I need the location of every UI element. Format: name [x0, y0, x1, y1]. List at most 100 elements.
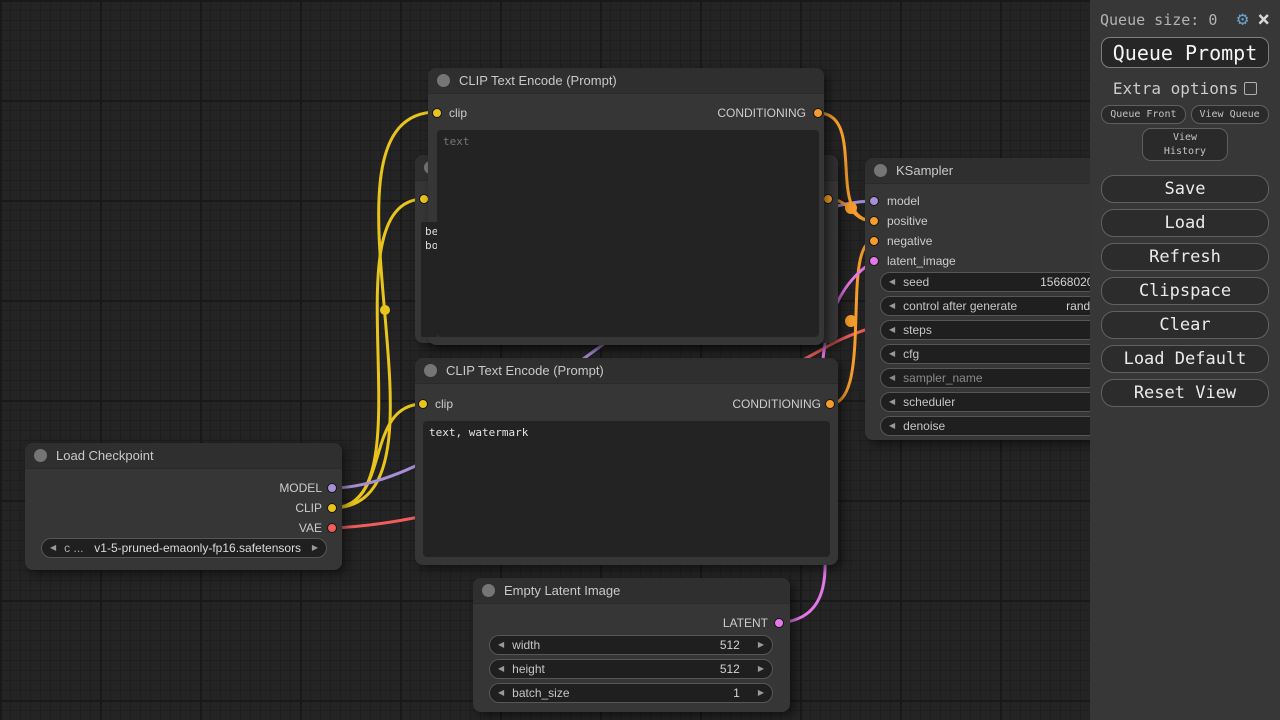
- decrement-arrow-icon[interactable]: ◀: [498, 640, 505, 649]
- batch-size-widget[interactable]: ◀ batch_size 1 ▶: [489, 683, 773, 703]
- latent-output-label: LATENT: [722, 616, 768, 630]
- load-button[interactable]: Load: [1101, 209, 1269, 237]
- node-title-bar[interactable]: CLIP Text Encode (Prompt): [415, 358, 838, 384]
- node-clip-text-encode-negative[interactable]: CLIP Text Encode (Prompt) clip CONDITION…: [415, 358, 838, 565]
- wire-clip-to-negative-prompt: [330, 402, 425, 510]
- close-icon[interactable]: ×: [1257, 7, 1270, 31]
- widget-label: height: [512, 662, 545, 676]
- width-widget[interactable]: ◀ width 512 ▶: [489, 635, 773, 655]
- conditioning-output-port[interactable]: [823, 194, 833, 204]
- node-clip-text-encode-positive[interactable]: CLIP Text Encode (Prompt) clip CONDITION…: [428, 68, 824, 345]
- load-default-button[interactable]: Load Default: [1101, 345, 1269, 373]
- increment-arrow-icon[interactable]: ▶: [757, 664, 764, 673]
- decrement-arrow-icon[interactable]: ◀: [498, 688, 505, 697]
- collapse-dot-icon[interactable]: [874, 164, 887, 177]
- widget-label: cfg: [903, 347, 920, 361]
- decrement-arrow-icon[interactable]: ◀: [889, 349, 896, 358]
- clipspace-button[interactable]: Clipspace: [1101, 277, 1269, 305]
- node-title-bar[interactable]: Load Checkpoint: [25, 443, 342, 469]
- steps-widget[interactable]: ◀ steps: [880, 320, 1130, 340]
- model-output-label: MODEL: [279, 481, 322, 495]
- widget-label: width: [512, 638, 541, 652]
- collapse-dot-icon[interactable]: [437, 74, 450, 87]
- save-button[interactable]: Save: [1101, 175, 1269, 203]
- widget-label: sampler_name: [903, 371, 983, 385]
- decrement-arrow-icon[interactable]: ◀: [889, 373, 896, 382]
- denoise-widget[interactable]: ◀ denoise: [880, 416, 1130, 436]
- hidden-prompt-textarea-sliver[interactable]: be bo: [421, 222, 437, 337]
- vae-output-port[interactable]: [327, 523, 337, 533]
- cfg-widget[interactable]: ◀ cfg: [880, 344, 1130, 364]
- vae-output-label: VAE: [298, 521, 322, 535]
- latent-image-input-label: latent_image: [887, 254, 956, 268]
- prompt-textarea[interactable]: [437, 130, 819, 337]
- conditioning-output-label: CONDITIONING: [732, 397, 821, 411]
- ckpt-name-widget[interactable]: ◀ c ... v1-5-pruned-emaonly-fp16.safeten…: [41, 538, 327, 558]
- queue-prompt-button[interactable]: Queue Prompt: [1101, 37, 1269, 68]
- view-history-button[interactable]: View History: [1142, 128, 1228, 161]
- refresh-button[interactable]: Refresh: [1101, 243, 1269, 271]
- node-title: CLIP Text Encode (Prompt): [446, 363, 604, 378]
- reset-view-button[interactable]: Reset View: [1101, 379, 1269, 407]
- increment-arrow-icon[interactable]: ▶: [757, 640, 764, 649]
- decrement-arrow-icon[interactable]: ◀: [889, 301, 896, 310]
- widget-label: scheduler: [903, 395, 956, 409]
- collapse-dot-icon[interactable]: [482, 584, 495, 597]
- node-load-checkpoint[interactable]: Load Checkpoint MODEL CLIP VAE ◀ c ... v…: [25, 443, 342, 570]
- decrement-arrow-icon[interactable]: ◀: [889, 397, 896, 406]
- model-output-port[interactable]: [327, 483, 337, 493]
- decrement-arrow-icon[interactable]: ◀: [889, 325, 896, 334]
- node-title: KSampler: [896, 163, 954, 178]
- model-input-port[interactable]: [869, 196, 879, 206]
- node-title: Empty Latent Image: [504, 583, 621, 598]
- extra-options-checkbox[interactable]: [1244, 82, 1258, 95]
- clip-output-label: CLIP: [295, 501, 322, 515]
- decrement-arrow-icon[interactable]: ◀: [889, 421, 896, 430]
- next-arrow-icon[interactable]: ▶: [311, 543, 318, 552]
- clip-output-port[interactable]: [327, 503, 337, 513]
- widget-label: denoise: [903, 419, 946, 433]
- increment-arrow-icon[interactable]: ▶: [757, 688, 764, 697]
- clip-input-port[interactable]: [432, 108, 442, 118]
- widget-value[interactable]: 512: [719, 638, 740, 652]
- widget-label: steps: [903, 323, 932, 337]
- conditioning-output-port[interactable]: [813, 108, 823, 118]
- collapse-dot-icon[interactable]: [34, 449, 47, 462]
- positive-input-port[interactable]: [869, 216, 879, 226]
- decrement-arrow-icon[interactable]: ◀: [889, 277, 896, 286]
- positive-input-label: positive: [887, 214, 928, 228]
- widget-label: seed: [903, 275, 930, 289]
- scheduler-widget[interactable]: ◀ scheduler: [880, 392, 1130, 412]
- height-widget[interactable]: ◀ height 512 ▶: [489, 659, 773, 679]
- conditioning-output-port[interactable]: [825, 399, 835, 409]
- widget-value[interactable]: v1-5-pruned-emaonly-fp16.safetensors: [94, 541, 302, 555]
- clip-input-label: clip: [449, 106, 468, 120]
- decrement-arrow-icon[interactable]: ◀: [498, 664, 505, 673]
- comfy-menu-panel: Queue size: 0 ⚙ × Queue Prompt Extra opt…: [1090, 0, 1280, 720]
- sampler-name-widget[interactable]: ◀ sampler_name: [880, 368, 1130, 388]
- extra-options-label: Extra options: [1112, 79, 1239, 98]
- clip-input-port[interactable]: [418, 399, 428, 409]
- node-title-bar[interactable]: Empty Latent Image: [473, 578, 790, 604]
- model-input-label: model: [887, 194, 920, 208]
- negative-input-port[interactable]: [869, 236, 879, 246]
- clear-button[interactable]: Clear: [1101, 311, 1269, 339]
- prompt-textarea[interactable]: text, watermark: [423, 421, 830, 557]
- wire-clip-to-hidden-prompt: [330, 197, 426, 510]
- widget-value[interactable]: 512: [719, 662, 740, 676]
- node-empty-latent-image[interactable]: Empty Latent Image LATENT ◀ width 512 ▶ …: [473, 578, 790, 712]
- node-title: CLIP Text Encode (Prompt): [459, 73, 617, 88]
- queue-front-button[interactable]: Queue Front: [1101, 105, 1186, 124]
- view-queue-button[interactable]: View Queue: [1190, 105, 1269, 124]
- node-title-bar[interactable]: CLIP Text Encode (Prompt): [428, 68, 824, 94]
- widget-label: batch_size: [512, 686, 570, 700]
- latent-output-port[interactable]: [774, 618, 784, 628]
- prev-arrow-icon[interactable]: ◀: [50, 543, 57, 552]
- latent-image-input-port[interactable]: [869, 256, 879, 266]
- widget-label: control after generate: [903, 299, 1018, 313]
- widget-value[interactable]: 1: [733, 686, 740, 700]
- collapse-dot-icon[interactable]: [424, 364, 437, 377]
- negative-input-label: negative: [887, 234, 933, 248]
- widget-value[interactable]: 1566802087: [1040, 275, 1107, 289]
- settings-gear-icon[interactable]: ⚙: [1236, 8, 1249, 30]
